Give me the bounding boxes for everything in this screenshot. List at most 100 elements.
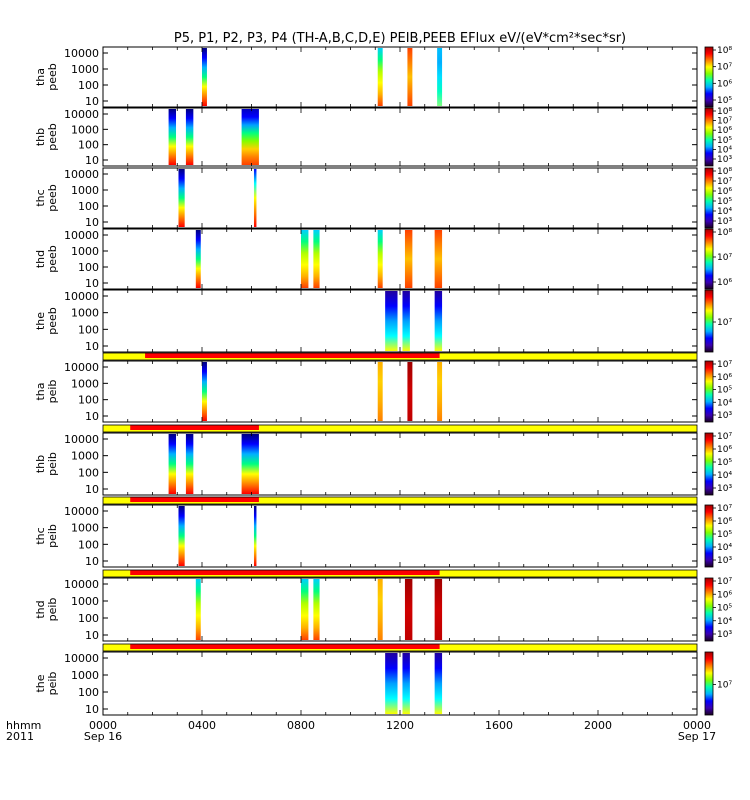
spectrogram-segment (301, 230, 309, 288)
x-tick-label: 2000 (584, 719, 612, 732)
colorbar-tick-label: 10⁷ (717, 177, 732, 187)
colorbar-tick-label: 10⁵ (717, 96, 732, 106)
spectrogram-segment (437, 48, 443, 106)
colorbar-tick-label: 10⁴ (717, 207, 732, 217)
spectrogram-segment (185, 109, 194, 165)
spectrogram-segment (168, 434, 177, 494)
panel-label-instrument: peib (46, 452, 59, 476)
panel-label-instrument: peeb (46, 184, 59, 212)
colorbar-tick-label: 10⁷ (717, 577, 732, 587)
colorbar-tick-label: 10⁶ (717, 278, 732, 288)
panel-frame (102, 107, 698, 167)
panel-frame (102, 432, 698, 496)
y-tick-label: 10000 (64, 433, 99, 446)
y-tick-label: 100 (78, 323, 99, 336)
colorbar-tick-label: 10⁴ (717, 471, 732, 481)
spectrogram-segment (241, 109, 259, 165)
panel-frame (102, 228, 698, 290)
colorbar-tick-label: 10⁶ (717, 590, 732, 600)
panel-thc-peib: 10 100 1000 10000 thc peib 10⁷ 10⁶ 10⁵ 10⁴ 10³ (34, 496, 732, 568)
spectrogram-segment (404, 579, 413, 640)
y-tick-label: 10 (85, 629, 99, 642)
figure-title: P5, P1, P2, P3, P4 (TH-A,B,C,D,E) PEIB,P… (174, 31, 626, 46)
spectrogram-segment (434, 291, 443, 351)
x-tick-label: 0000 (89, 719, 117, 732)
spectrogram-segment (434, 230, 443, 288)
mode-bar-off (103, 425, 697, 432)
y-tick-label: 1000 (71, 123, 99, 136)
colorbar-tick-label: 10⁴ (717, 543, 732, 553)
y-tick-label: 10 (85, 555, 99, 568)
spectrogram-segment (178, 506, 185, 566)
y-tick-label: 10 (85, 483, 99, 496)
colorbar (704, 167, 714, 229)
colorbar-tick-label: 10⁷ (717, 432, 732, 442)
panel-frame (102, 651, 698, 716)
colorbar (704, 46, 714, 108)
y-tick-label: 10 (85, 277, 99, 290)
colorbar-tick-label: 10⁸ (717, 167, 732, 177)
colorbar-tick-label: 10⁷ (717, 318, 732, 328)
colorbar (704, 577, 714, 642)
panel-label-instrument: peeb (46, 307, 59, 335)
colorbar-tick-label: 10⁵ (717, 604, 732, 614)
x-year-label: 2011 (6, 730, 34, 743)
y-tick-label: 1000 (71, 450, 99, 463)
spectrogram-segment (241, 434, 259, 494)
mode-bar-on (130, 425, 259, 430)
panel-the-peib: 10 100 1000 10000 the peib 10⁷ (34, 643, 732, 716)
colorbar-tick-label: 10⁶ (717, 79, 732, 89)
y-tick-label: 10000 (64, 505, 99, 518)
colorbar-tick-label: 10⁵ (717, 136, 732, 146)
panel-label-probe: thc (34, 189, 47, 206)
colorbar-tick-label: 10⁶ (717, 187, 732, 197)
spectrogram-segment (385, 291, 398, 351)
y-tick-label: 1000 (71, 377, 99, 390)
colorbar-tick-label: 10⁵ (717, 386, 732, 396)
spectrogram-segment (253, 506, 257, 566)
mode-bar-frame (102, 352, 698, 361)
colorbar-tick-label: 10³ (717, 484, 732, 494)
panel-tha-peeb: 10 100 1000 10000 tha peeb 10⁸ 10⁷ 10⁶ 10⁵ (34, 46, 732, 108)
panel-label-instrument: peib (46, 672, 59, 696)
spectrogram-segment (178, 169, 185, 227)
colorbar (704, 651, 714, 716)
colorbar-tick-label: 10³ (717, 155, 732, 165)
y-tick-label: 100 (78, 79, 99, 92)
y-tick-label: 1000 (71, 184, 99, 197)
panel-label-probe: thd (34, 250, 47, 268)
y-tick-label: 10000 (64, 578, 99, 591)
colorbar-tick-label: 10⁶ (717, 445, 732, 455)
y-tick-label: 10 (85, 216, 99, 229)
colorbar-tick-label: 10⁵ (717, 458, 732, 468)
panel-the-peeb: 10 100 1000 10000 the peeb 10⁷ (34, 289, 732, 353)
y-tick-label: 100 (78, 466, 99, 479)
colorbar-tick-label: 10⁸ (717, 46, 732, 56)
x-tick-date: Sep 16 (84, 730, 122, 743)
panel-tha-peib: 10 100 1000 10000 tha peib 10⁷ 10⁶ 10⁵ 10⁴ 10³ (34, 352, 732, 423)
panel-frame (102, 46, 698, 108)
mode-bar-on (145, 353, 440, 358)
colorbar-tick-label: 10⁴ (717, 617, 732, 627)
colorbar-tick-label: 10⁴ (717, 145, 732, 155)
x-tick-label: 0000 (683, 719, 711, 732)
mode-bar-off (103, 497, 697, 504)
x-tick-label: 1600 (485, 719, 513, 732)
colorbar-tick-label: 10³ (717, 630, 732, 640)
y-tick-label: 100 (78, 261, 99, 274)
y-tick-label: 10 (85, 95, 99, 108)
spectrogram-segment (434, 579, 443, 640)
colorbar-tick-label: 10⁷ (717, 504, 732, 514)
panel-frame (102, 504, 698, 568)
panel-frame (102, 167, 698, 229)
y-tick-label: 100 (78, 686, 99, 699)
panel-frame (102, 577, 698, 642)
y-tick-label: 10 (85, 154, 99, 167)
panel-label-probe: thd (34, 600, 47, 618)
panel-thd-peib: 10 100 1000 10000 thd peib 10⁷ 10⁶ 10⁵ 10⁴ 10³ (34, 569, 732, 642)
y-tick-label: 10000 (64, 290, 99, 303)
mode-bar-on (130, 497, 259, 502)
y-tick-label: 10 (85, 410, 99, 423)
